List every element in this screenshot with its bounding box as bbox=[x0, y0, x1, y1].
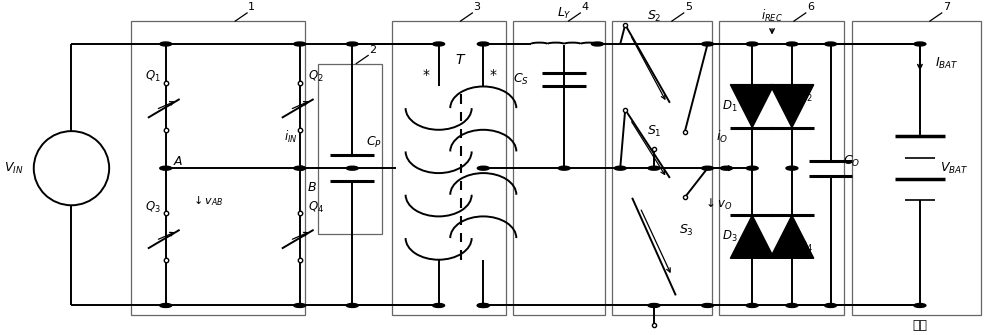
Circle shape bbox=[702, 42, 714, 46]
Text: $T$: $T$ bbox=[455, 53, 467, 67]
Circle shape bbox=[648, 304, 660, 308]
Circle shape bbox=[160, 42, 172, 46]
Text: $L_Y$: $L_Y$ bbox=[557, 6, 572, 21]
Text: $C_S$: $C_S$ bbox=[513, 72, 529, 87]
Circle shape bbox=[914, 42, 926, 46]
Circle shape bbox=[825, 304, 837, 308]
Circle shape bbox=[746, 304, 758, 308]
Ellipse shape bbox=[34, 131, 109, 205]
Text: $i_O$: $i_O$ bbox=[716, 129, 728, 145]
Text: +: + bbox=[66, 150, 77, 163]
Circle shape bbox=[477, 166, 489, 170]
Circle shape bbox=[346, 42, 358, 46]
Text: 7: 7 bbox=[943, 2, 950, 12]
Text: $i_{REC}$: $i_{REC}$ bbox=[761, 8, 783, 24]
Circle shape bbox=[786, 166, 798, 170]
Bar bbox=[719, 21, 844, 315]
Text: $Q_3$: $Q_3$ bbox=[145, 200, 161, 215]
Text: $S_2$: $S_2$ bbox=[647, 9, 661, 24]
Text: $C_O$: $C_O$ bbox=[843, 154, 860, 169]
Circle shape bbox=[591, 42, 603, 46]
Text: $Q_1$: $Q_1$ bbox=[145, 69, 161, 84]
Text: 3: 3 bbox=[473, 2, 480, 12]
Circle shape bbox=[160, 166, 172, 170]
Circle shape bbox=[648, 166, 660, 170]
Text: $*$: $*$ bbox=[422, 66, 431, 80]
Circle shape bbox=[294, 304, 306, 308]
Circle shape bbox=[720, 166, 732, 170]
Text: 6: 6 bbox=[807, 2, 814, 12]
Circle shape bbox=[746, 42, 758, 46]
Bar bbox=[852, 21, 981, 315]
Bar bbox=[392, 21, 506, 315]
Circle shape bbox=[702, 304, 714, 308]
Text: $i_{IN}$: $i_{IN}$ bbox=[284, 129, 298, 145]
Bar bbox=[131, 21, 305, 315]
Text: $V_{BAT}$: $V_{BAT}$ bbox=[940, 161, 968, 176]
Text: $D_2$: $D_2$ bbox=[797, 89, 812, 104]
Circle shape bbox=[614, 166, 626, 170]
Circle shape bbox=[477, 42, 489, 46]
Circle shape bbox=[294, 42, 306, 46]
Text: $Q_2$: $Q_2$ bbox=[308, 69, 323, 84]
Bar bbox=[318, 64, 382, 233]
Polygon shape bbox=[770, 215, 814, 258]
Circle shape bbox=[294, 166, 306, 170]
Circle shape bbox=[786, 304, 798, 308]
Circle shape bbox=[346, 304, 358, 308]
Polygon shape bbox=[730, 85, 774, 128]
Text: $D_3$: $D_3$ bbox=[722, 229, 737, 245]
Circle shape bbox=[346, 166, 358, 170]
Text: 4: 4 bbox=[581, 2, 588, 12]
Circle shape bbox=[160, 304, 172, 308]
Text: $Q_4$: $Q_4$ bbox=[308, 200, 324, 215]
Text: $-$: $-$ bbox=[66, 177, 77, 190]
Circle shape bbox=[914, 304, 926, 308]
Text: $B$: $B$ bbox=[307, 181, 316, 194]
Circle shape bbox=[702, 166, 714, 170]
Circle shape bbox=[786, 42, 798, 46]
Text: 电池: 电池 bbox=[912, 319, 927, 332]
Text: 5: 5 bbox=[685, 2, 692, 12]
Text: $*$: $*$ bbox=[489, 66, 498, 80]
Text: $\downarrow v_{AB}$: $\downarrow v_{AB}$ bbox=[191, 193, 223, 208]
Text: $V_{IN}$: $V_{IN}$ bbox=[4, 161, 24, 176]
Polygon shape bbox=[770, 85, 814, 128]
Circle shape bbox=[477, 304, 489, 308]
Text: $D_1$: $D_1$ bbox=[722, 98, 737, 114]
Text: 2: 2 bbox=[369, 45, 376, 55]
Circle shape bbox=[433, 42, 445, 46]
Circle shape bbox=[477, 304, 489, 308]
Text: $I_{BAT}$: $I_{BAT}$ bbox=[935, 56, 958, 71]
Text: $A$: $A$ bbox=[173, 155, 183, 168]
Circle shape bbox=[558, 166, 570, 170]
Text: $\downarrow v_O$: $\downarrow v_O$ bbox=[703, 196, 732, 211]
Circle shape bbox=[433, 304, 445, 308]
Bar bbox=[612, 21, 712, 315]
Text: 1: 1 bbox=[248, 2, 255, 12]
Text: $S_3$: $S_3$ bbox=[679, 223, 694, 238]
Circle shape bbox=[746, 166, 758, 170]
Text: $S_1$: $S_1$ bbox=[647, 124, 661, 139]
Polygon shape bbox=[730, 215, 774, 258]
Text: $C_P$: $C_P$ bbox=[366, 134, 382, 150]
Bar bbox=[513, 21, 605, 315]
Text: $D_4$: $D_4$ bbox=[797, 239, 813, 254]
Circle shape bbox=[825, 42, 837, 46]
